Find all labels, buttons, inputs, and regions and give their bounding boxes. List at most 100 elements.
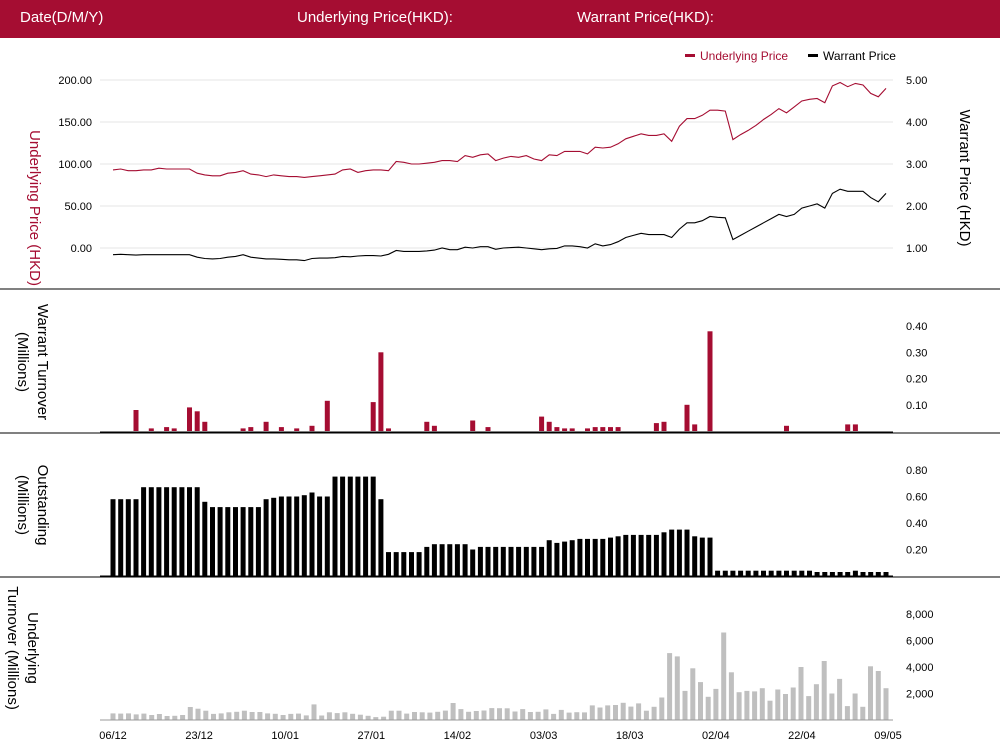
date-label: Date(D/M/Y) — [20, 9, 104, 26]
underlying-turnover-bar-28 — [326, 712, 332, 720]
underlying-turnover-bar-49 — [489, 708, 495, 720]
outstanding-bar-37 — [393, 552, 399, 576]
outstanding-bar-65 — [608, 537, 613, 576]
underlying-turnover-bar-37 — [396, 710, 402, 720]
warrant-turnover-bar-10 — [187, 407, 192, 431]
underlying-turnover-bar-80 — [728, 672, 734, 720]
outstanding-bar-73 — [669, 529, 675, 576]
underlying-turnover-bar-64 — [605, 705, 611, 720]
outstanding-bar-22 — [278, 496, 284, 576]
warrant-price-line — [112, 188, 887, 262]
underlying-turnover-bar-83 — [752, 691, 758, 720]
warrant-turnover-bar-7 — [164, 427, 170, 431]
underlying-turnover-bar-33 — [365, 715, 371, 720]
outstanding-bar-44 — [447, 544, 453, 576]
outstanding-bar-9 — [179, 487, 185, 576]
underlying-turnover-title-line1: Underlying — [24, 612, 41, 684]
underlying-turnover-bar-71 — [659, 697, 665, 720]
underlying-turnover-bar-10 — [187, 707, 193, 720]
warrant-turnover-bar-64 — [600, 427, 606, 431]
price-gridlines — [100, 79, 893, 249]
underlying-turnover-bar-91 — [813, 684, 819, 720]
legend-warrant-label: Warrant Price — [823, 49, 896, 63]
underlying-turnover-tick-1: 6,000 — [906, 636, 934, 648]
outstanding-bar-14 — [217, 507, 223, 576]
warrant-turnover-bar-3 — [133, 410, 139, 431]
outstanding-bar-74 — [676, 529, 682, 576]
outstanding-bar-49 — [485, 546, 491, 576]
outstanding-bar-54 — [523, 546, 529, 576]
warrant-turnover-bar-59 — [562, 428, 568, 431]
outstanding-bar-38 — [401, 552, 407, 576]
right-tick-3: 2.00 — [906, 201, 927, 213]
underlying-turnover-bar-21 — [272, 713, 278, 720]
outstanding-bar-58 — [554, 542, 560, 576]
outstanding-bar-26 — [309, 492, 315, 576]
underlying-turnover-bar-88 — [790, 687, 796, 720]
warrant-turnover-bar-72 — [661, 421, 667, 431]
x-axis-date-ticks: 06/12 23/12 10/01 27/01 14/02 03/03 18/03 02/04… — [99, 730, 902, 742]
outstanding-bar-39 — [409, 552, 414, 576]
warrant-turnover-tick-1: 0.30 — [906, 347, 927, 359]
outstanding-bar-18 — [248, 507, 254, 576]
underlying-turnover-bar-68 — [636, 703, 642, 720]
x-tick-2: 10/01 — [271, 730, 299, 742]
warrant-turnover-title-line2: (Millions) — [14, 332, 31, 392]
outstanding-bar-98 — [860, 572, 866, 576]
underlying-turnover-bar-85 — [767, 700, 773, 720]
outstanding-bar-60 — [569, 540, 575, 576]
underlying-turnover-bar-62 — [589, 705, 595, 720]
warrant-turnover-bar-28 — [324, 400, 330, 431]
warrant-turnover-bar-88 — [784, 425, 789, 432]
outstanding-bar-50 — [493, 546, 499, 576]
underlying-turnover-bar-63 — [597, 707, 603, 720]
outstanding-tick-0: 0.80 — [906, 465, 927, 477]
warrant-turnover-bar-47 — [470, 420, 476, 431]
warrant-turnover-bar-97 — [852, 424, 858, 431]
underlying-turnover-bar-94 — [837, 678, 843, 720]
underlying-price-axis-title: Underlying Price (HKD) — [26, 130, 43, 286]
warrant-turnover-bar-41 — [424, 421, 430, 431]
warrant-turnover-bar-56 — [539, 416, 545, 431]
header-bar: Date(D/M/Y) Underlying Price(HKD): Warra… — [0, 0, 1000, 38]
outstanding-bar-20 — [263, 499, 269, 576]
left-tick-3: 50.00 — [64, 201, 92, 213]
underlying-turnover-bar-54 — [527, 712, 533, 720]
warrant-turnover-ticks: 0.40 0.30 0.20 0.10 — [906, 321, 927, 412]
underlying-turnover-bar-26 — [311, 704, 317, 720]
warrant-turnover-bar-24 — [294, 428, 300, 431]
outstanding-bar-34 — [370, 476, 376, 576]
warrant-turnover-axis-title: Warrant Turnover(Millions) — [14, 304, 51, 420]
price-right-axis-ticks: 5.00 4.00 3.00 2.00 1.00 — [906, 75, 927, 255]
legend-underlying-swatch — [685, 54, 695, 57]
underlying-turnover-bar-14 — [218, 713, 224, 720]
warrant-turnover-bars — [133, 331, 858, 432]
warrant-turnover-bar-71 — [653, 423, 659, 431]
outstanding-bar-68 — [630, 534, 636, 576]
underlying-turnover-bar-1 — [118, 713, 124, 720]
underlying-turnover-bar-92 — [821, 661, 827, 720]
outstanding-bar-61 — [577, 538, 583, 576]
outstanding-bar-4 — [141, 487, 147, 576]
outstanding-bar-42 — [431, 544, 437, 576]
underlying-turnover-bar-22 — [280, 715, 286, 720]
outstanding-bar-91 — [807, 570, 812, 576]
warrant-turnover-bar-49 — [485, 427, 491, 431]
underlying-turnover-bar-4 — [141, 713, 147, 720]
underlying-turnover-bar-30 — [342, 712, 348, 720]
outstanding-bar-35 — [378, 499, 384, 576]
warrant-turnover-bar-36 — [386, 428, 391, 431]
outstanding-bar-79 — [715, 570, 721, 576]
legend: Underlying Price Warrant Price — [685, 49, 896, 63]
underlying-turnover-bar-27 — [319, 715, 325, 720]
outstanding-bar-51 — [500, 546, 506, 576]
outstanding-bar-96 — [845, 572, 851, 576]
outstanding-bar-101 — [883, 572, 889, 576]
warrant-turnover-bar-65 — [608, 427, 613, 431]
underlying-turnover-bar-59 — [566, 712, 572, 720]
outstanding-title-line1: Outstanding — [34, 465, 51, 546]
right-tick-4: 1.00 — [906, 243, 927, 255]
underlying-turnover-bar-99 — [875, 671, 881, 720]
outstanding-bar-82 — [738, 570, 744, 576]
underlying-turnover-bar-19 — [257, 712, 263, 720]
